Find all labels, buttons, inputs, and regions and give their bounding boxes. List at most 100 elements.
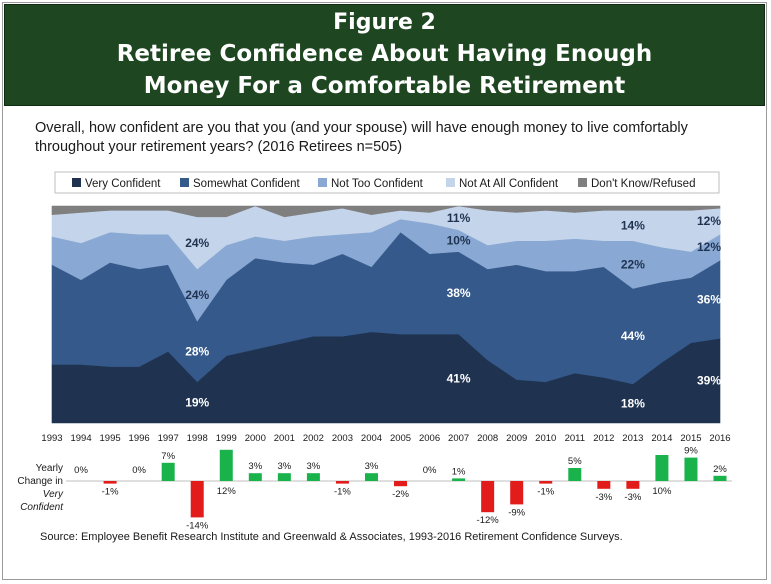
yearly-change-bars: 0% -1% 0% 7% -14% 12% 3% 3% 3% -1% 3% -2% 0% 1% -12% -9… — [66, 446, 732, 531]
change-bar-2010 — [539, 481, 553, 484]
change-label-2011: 5% — [568, 456, 582, 467]
year-tick-2007: 2007 — [448, 433, 469, 444]
change-label-2008: -12% — [477, 515, 500, 526]
change-bar-2013 — [626, 481, 640, 489]
change-bar-2007 — [452, 478, 466, 481]
area-label-not-at-all-confident-2016: 12% — [697, 214, 721, 228]
change-bar-2004 — [364, 473, 378, 481]
legend: Very Confident Somewhat Confident Not Too … — [54, 171, 720, 194]
area-label-very-confident-2007: 41% — [447, 372, 471, 386]
year-tick-1996: 1996 — [129, 433, 150, 444]
change-label-line3: Very — [43, 489, 64, 500]
year-tick-1999: 1999 — [216, 433, 237, 444]
change-bar-2014 — [655, 455, 669, 481]
change-label-1999: 12% — [217, 486, 237, 497]
area-label-not-at-all-confident-2013: 14% — [621, 219, 645, 233]
legend-swatch-somewhat-confident — [180, 178, 189, 187]
change-axis-label: Yearly Change in Very Confident — [17, 463, 64, 513]
year-tick-2001: 2001 — [274, 433, 295, 444]
change-bar-2011 — [568, 468, 582, 481]
legend-swatch-very-confident — [72, 178, 81, 187]
change-bar-2016 — [713, 475, 727, 481]
year-tick-1997: 1997 — [158, 433, 179, 444]
year-tick-2013: 2013 — [622, 433, 643, 444]
legend-swatch-not-at-all-confident — [446, 178, 455, 187]
year-tick-2006: 2006 — [419, 433, 440, 444]
year-axis: 1993 1994 1995 1996 1997 1998 1999 2000 2001 2002… — [41, 433, 730, 444]
area-label-not-too-confident-2016: 12% — [697, 240, 721, 254]
legend-label-somewhat-confident: Somewhat Confident — [193, 178, 301, 190]
year-tick-2005: 2005 — [390, 433, 411, 444]
source-note: Source: Employee Benefit Research Instit… — [40, 531, 623, 543]
year-tick-1995: 1995 — [100, 433, 121, 444]
area-label-not-too-confident-2007: 10% — [447, 234, 471, 248]
change-label-line4: Confident — [20, 502, 64, 513]
change-label-2012: -3% — [595, 492, 612, 503]
stacked-area-plot — [51, 205, 721, 424]
legend-label-don-t-know-refused: Don't Know/Refused — [591, 178, 695, 190]
change-label-2002: 3% — [307, 461, 321, 472]
legend-swatch-don-t-know-refused — [578, 178, 587, 187]
change-bar-2000 — [248, 473, 262, 481]
change-label-2007: 1% — [452, 466, 466, 477]
title-banner: Figure 2 Retiree Confidence About Having… — [4, 4, 765, 106]
change-label-line1: Yearly — [36, 463, 63, 474]
change-label-2001: 3% — [277, 461, 291, 472]
change-bar-2012 — [597, 481, 611, 489]
area-label-very-confident-2016: 39% — [697, 374, 721, 388]
change-label-2016: 2% — [713, 464, 727, 475]
area-label-not-at-all-confident-1998: 24% — [185, 236, 209, 250]
area-label-somewhat-confident-1998: 28% — [185, 344, 209, 358]
change-label-2010: -1% — [537, 487, 554, 498]
change-bar-2009 — [510, 481, 524, 505]
legend-label-not-at-all-confident: Not At All Confident — [459, 178, 559, 190]
area-label-not-too-confident-1998: 24% — [185, 288, 209, 302]
year-tick-2000: 2000 — [245, 433, 266, 444]
change-label-line2: Change in — [17, 476, 63, 487]
change-bar-2015 — [684, 457, 698, 481]
legend-label-not-too-confident: Not Too Confident — [331, 178, 424, 190]
legend-label-very-confident: Very Confident — [85, 178, 161, 190]
year-tick-2010: 2010 — [535, 433, 556, 444]
change-label-2014: 10% — [652, 486, 672, 497]
year-tick-2012: 2012 — [593, 433, 614, 444]
change-bar-1999 — [219, 449, 233, 481]
area-label-somewhat-confident-2013: 44% — [621, 329, 645, 343]
change-label-2005: -2% — [392, 489, 409, 500]
change-bar-1995 — [103, 481, 117, 484]
year-tick-2014: 2014 — [651, 433, 672, 444]
area-label-not-at-all-confident-2007: 11% — [447, 211, 471, 225]
change-bar-2003 — [335, 481, 349, 484]
year-tick-2002: 2002 — [303, 433, 324, 444]
title-line-1: Retiree Confidence About Having Enough — [116, 41, 653, 67]
change-label-1995: -1% — [102, 487, 119, 498]
area-label-not-too-confident-2013: 22% — [621, 258, 645, 272]
legend-swatch-not-too-confident — [318, 178, 327, 187]
year-tick-1998: 1998 — [187, 433, 208, 444]
year-tick-1994: 1994 — [70, 433, 91, 444]
change-label-2015: 9% — [684, 446, 698, 457]
year-tick-2008: 2008 — [477, 433, 498, 444]
figure-label: Figure 2 — [333, 10, 436, 35]
change-bar-2005 — [394, 481, 408, 487]
year-tick-2011: 2011 — [565, 433, 585, 444]
change-label-2004: 3% — [365, 461, 379, 472]
title-line-2: Money For a Comfortable Retirement — [143, 73, 626, 99]
year-tick-2009: 2009 — [506, 433, 527, 444]
year-tick-2003: 2003 — [332, 433, 353, 444]
change-label-2000: 3% — [248, 461, 262, 472]
area-label-very-confident-1998: 19% — [185, 395, 209, 409]
area-don-t-know-refused — [51, 205, 721, 218]
change-label-1994: 0% — [74, 465, 88, 476]
year-tick-2015: 2015 — [680, 433, 701, 444]
survey-question: Overall, how confident are you that you … — [35, 120, 688, 155]
change-bar-2002 — [306, 473, 320, 481]
change-bar-1997 — [161, 462, 175, 481]
change-bar-2001 — [277, 473, 291, 481]
change-label-1997: 7% — [161, 451, 175, 462]
change-label-1998: -14% — [186, 520, 209, 531]
year-tick-2016: 2016 — [709, 433, 730, 444]
change-bar-1998 — [190, 481, 204, 518]
legend-box — [54, 171, 720, 194]
